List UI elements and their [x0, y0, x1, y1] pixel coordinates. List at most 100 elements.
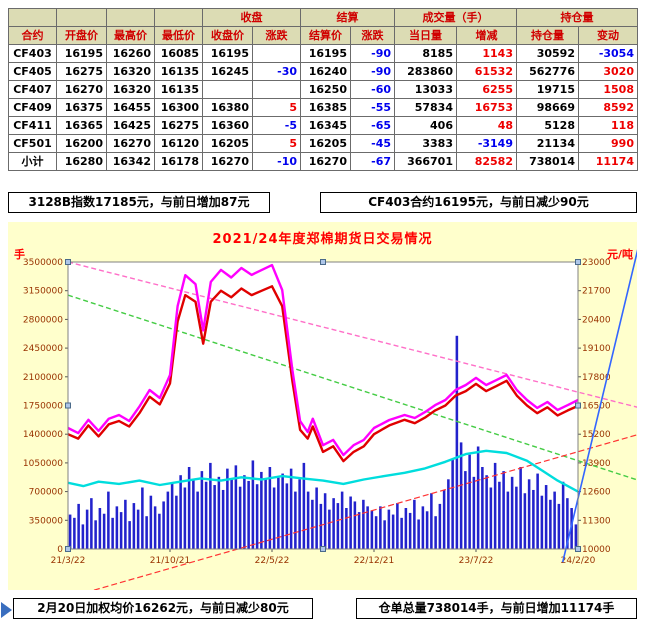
group-header-cell[interactable]: [154, 8, 203, 27]
cell[interactable]: -5: [252, 116, 301, 135]
cell[interactable]: 16365: [56, 116, 107, 135]
column-header-cell[interactable]: 最低价: [154, 26, 203, 45]
cell[interactable]: 16270: [56, 80, 107, 99]
cell[interactable]: 16455: [106, 98, 155, 117]
cell[interactable]: [202, 80, 253, 99]
column-header-cell[interactable]: 持仓量: [516, 26, 579, 45]
column-header-cell[interactable]: 合约: [8, 26, 57, 45]
cell[interactable]: 16385: [300, 98, 351, 117]
cell[interactable]: CF403: [8, 44, 57, 63]
cell[interactable]: 57834: [394, 98, 457, 117]
cell[interactable]: 8185: [394, 44, 457, 63]
group-header-cell[interactable]: 结算: [300, 8, 395, 27]
cell[interactable]: 8592: [578, 98, 638, 117]
column-header-cell[interactable]: 开盘价: [56, 26, 107, 45]
cell[interactable]: 16345: [300, 116, 351, 135]
warehouse-receipt-info-cell[interactable]: 仓单总量738014手，与前日增加11174手: [356, 598, 637, 619]
cell[interactable]: CF409: [8, 98, 57, 117]
group-header-cell[interactable]: [8, 8, 57, 27]
cell[interactable]: -90: [350, 44, 395, 63]
cell[interactable]: 562776: [516, 62, 579, 81]
cell[interactable]: 16200: [56, 134, 107, 153]
cell[interactable]: 小计: [8, 152, 57, 171]
cell[interactable]: CF407: [8, 80, 57, 99]
cell[interactable]: 16205: [300, 134, 351, 153]
weighted-average-info-cell[interactable]: 2月20日加权均价16262元，与前日减少80元: [13, 598, 313, 619]
cell[interactable]: 16425: [106, 116, 155, 135]
cell[interactable]: 48: [456, 116, 517, 135]
cell[interactable]: -67: [350, 152, 395, 171]
cell[interactable]: 16270: [202, 152, 253, 171]
column-header-cell[interactable]: 涨跌: [252, 26, 301, 45]
cell[interactable]: 16360: [202, 116, 253, 135]
daily-trading-chart[interactable]: 0 350000 700000 1050000 1400000 1750000 210000…: [8, 222, 637, 590]
cell[interactable]: -90: [350, 62, 395, 81]
cell[interactable]: 16342: [106, 152, 155, 171]
cell[interactable]: -65: [350, 116, 395, 135]
cell[interactable]: 16120: [154, 134, 203, 153]
cell[interactable]: 1143: [456, 44, 517, 63]
cell[interactable]: 366701: [394, 152, 457, 171]
cell[interactable]: 16195: [56, 44, 107, 63]
cell[interactable]: 118: [578, 116, 638, 135]
column-header-cell[interactable]: 收盘价: [202, 26, 253, 45]
column-header-cell[interactable]: 最高价: [106, 26, 155, 45]
cell[interactable]: -3054: [578, 44, 638, 63]
cell[interactable]: [252, 80, 301, 99]
cell[interactable]: 16380: [202, 98, 253, 117]
cell[interactable]: -30: [252, 62, 301, 81]
column-header-cell[interactable]: 涨跌: [350, 26, 395, 45]
cell[interactable]: 16375: [56, 98, 107, 117]
cell[interactable]: 16270: [300, 152, 351, 171]
cell[interactable]: 16280: [56, 152, 107, 171]
cell[interactable]: 82582: [456, 152, 517, 171]
cell[interactable]: 16195: [202, 44, 253, 63]
sheet-arrow-icon[interactable]: [1, 602, 12, 618]
cell[interactable]: 16205: [202, 134, 253, 153]
cell[interactable]: CF501: [8, 134, 57, 153]
cell[interactable]: -60: [350, 80, 395, 99]
group-header-cell[interactable]: 收盘: [202, 8, 301, 27]
cell[interactable]: -3149: [456, 134, 517, 153]
cell[interactable]: 16275: [154, 116, 203, 135]
cell[interactable]: CF405: [8, 62, 57, 81]
cell[interactable]: 16245: [202, 62, 253, 81]
cell[interactable]: 21134: [516, 134, 579, 153]
cell[interactable]: 5: [252, 134, 301, 153]
cell[interactable]: 16135: [154, 80, 203, 99]
index-info-cell[interactable]: 3128B指数17185元，与前日增加87元: [8, 192, 270, 213]
cell[interactable]: 13033: [394, 80, 457, 99]
cell[interactable]: 3020: [578, 62, 638, 81]
cell[interactable]: 19715: [516, 80, 579, 99]
cell[interactable]: 30592: [516, 44, 579, 63]
cell[interactable]: CF411: [8, 116, 57, 135]
cell[interactable]: 406: [394, 116, 457, 135]
group-header-cell[interactable]: [56, 8, 107, 27]
cell[interactable]: 1508: [578, 80, 638, 99]
cell[interactable]: 16275: [56, 62, 107, 81]
cell[interactable]: -55: [350, 98, 395, 117]
cell[interactable]: 16260: [106, 44, 155, 63]
cell[interactable]: 16320: [106, 62, 155, 81]
cell[interactable]: 16240: [300, 62, 351, 81]
group-header-cell[interactable]: [106, 8, 155, 27]
cell[interactable]: 16178: [154, 152, 203, 171]
cell[interactable]: 990: [578, 134, 638, 153]
group-header-cell[interactable]: 成交量（手）: [394, 8, 517, 27]
cell[interactable]: -45: [350, 134, 395, 153]
cell[interactable]: 16135: [154, 62, 203, 81]
cell[interactable]: 738014: [516, 152, 579, 171]
column-header-cell[interactable]: 结算价: [300, 26, 351, 45]
cell[interactable]: 16300: [154, 98, 203, 117]
cell[interactable]: 5128: [516, 116, 579, 135]
cell[interactable]: [252, 44, 301, 63]
group-header-cell[interactable]: 持仓量: [516, 8, 638, 27]
cell[interactable]: 5: [252, 98, 301, 117]
cell[interactable]: -10: [252, 152, 301, 171]
cell[interactable]: 98669: [516, 98, 579, 117]
cell[interactable]: 11174: [578, 152, 638, 171]
cell[interactable]: 16195: [300, 44, 351, 63]
column-header-cell[interactable]: 增减: [456, 26, 517, 45]
cell[interactable]: 283860: [394, 62, 457, 81]
cell[interactable]: 3383: [394, 134, 457, 153]
